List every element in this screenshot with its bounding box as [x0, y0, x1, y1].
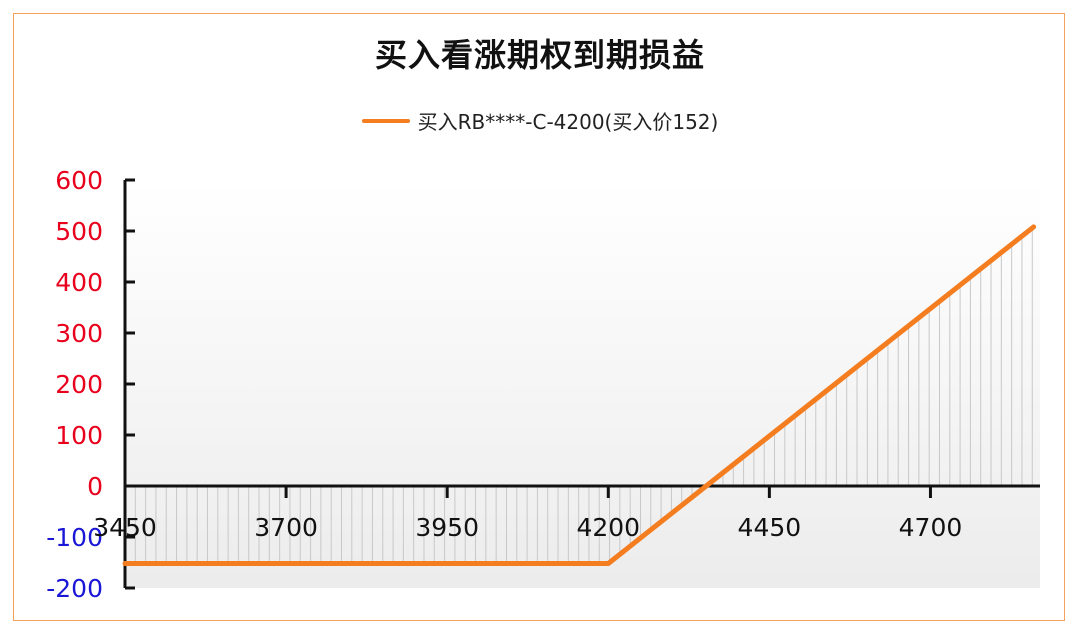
series-payoff-line: [122, 224, 1037, 566]
legend-line-swatch: [361, 118, 410, 123]
x-tick-label: 4450: [738, 513, 802, 542]
legend-label: 买入RB****-C-4200(买入价152): [417, 110, 719, 134]
y-tick-label: -100: [46, 523, 103, 552]
y-tick-label: 0: [87, 472, 103, 501]
y-tick-label: 500: [55, 217, 103, 246]
y-tick-label: 400: [55, 268, 103, 297]
chart-legend: 买入RB****-C-4200(买入价152): [0, 106, 1080, 135]
y-tick-label: 300: [55, 319, 103, 348]
x-tick-label: 3450: [93, 513, 157, 542]
x-tick-label: 4200: [576, 513, 640, 542]
x-tick-label: 3950: [415, 513, 479, 542]
y-tick-label: -200: [46, 574, 103, 603]
y-tick-label: 200: [55, 370, 103, 399]
chart-title: 买入看涨期权到期损益: [374, 36, 705, 74]
x-tick-label: 3700: [254, 513, 318, 542]
y-tick-label: 100: [55, 421, 103, 450]
y-tick-label: 600: [55, 166, 103, 195]
x-tick-label: 4700: [899, 513, 963, 542]
